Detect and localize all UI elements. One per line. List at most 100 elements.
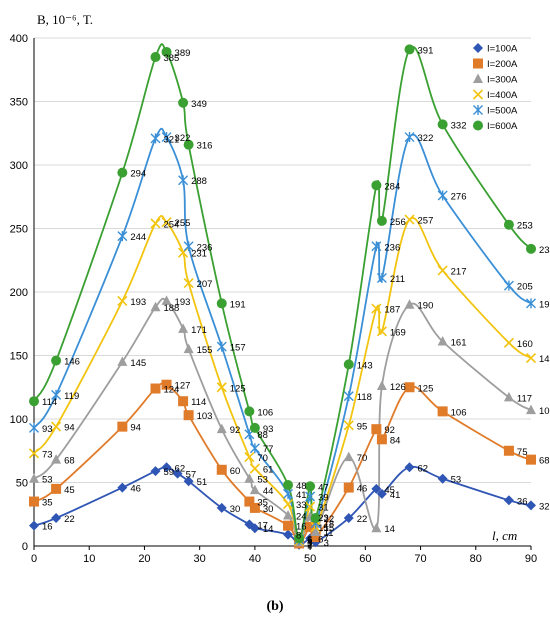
x-tick-label: 0 <box>31 553 37 565</box>
point-i-500a <box>437 190 448 201</box>
data-label-i-600a: 316 <box>197 141 213 152</box>
legend-entry-i-300a: I=300A <box>487 75 518 86</box>
data-label-i-600a: 191 <box>230 299 246 310</box>
data-label-i-500a: 157 <box>230 343 246 354</box>
data-label-i-500a: 288 <box>191 176 207 187</box>
point-i-200a <box>305 521 316 532</box>
point-i-500a <box>117 231 128 242</box>
point-i-600a <box>376 215 387 226</box>
legend-marker-i-600a <box>473 120 483 131</box>
data-label-i-100a: 6 <box>318 534 323 545</box>
data-label-i-200a: 15 <box>318 523 329 534</box>
point-i-600a <box>244 406 255 417</box>
point-i-600a <box>183 139 194 150</box>
axes: 0 50 100 150 200 250 300 350 400 0 10 20 30 40 50 60 70 8… <box>10 33 537 565</box>
data-label-i-600a: 385 <box>163 53 179 64</box>
data-label-i-600a: 47 <box>318 482 329 493</box>
point-i-600a <box>283 480 294 491</box>
data-label-i-300a: 11 <box>324 528 334 539</box>
data-label-i-200a: 68 <box>539 456 550 467</box>
data-label-i-100a: 22 <box>357 514 368 525</box>
data-label-i-600a: 6 <box>307 534 312 545</box>
data-label-i-600a: 146 <box>64 357 80 368</box>
point-i-600a <box>404 44 415 55</box>
point-i-500a <box>51 389 62 400</box>
point-i-500a <box>343 391 354 402</box>
point-i-300a <box>437 336 448 346</box>
point-i-200a <box>249 502 260 513</box>
point-i-200a <box>150 383 161 394</box>
data-label-i-200a: 103 <box>197 411 213 422</box>
point-i-400a <box>525 352 537 364</box>
data-label-i-400a: 160 <box>517 339 533 350</box>
x-tick-label: 70 <box>414 553 426 565</box>
data-label-i-500a: 322 <box>175 133 191 144</box>
y-tick-label: 350 <box>10 97 28 109</box>
point-i-600a <box>503 219 514 230</box>
data-label-i-300a: 155 <box>197 345 213 356</box>
point-i-300a <box>183 343 194 354</box>
x-tick-label: 10 <box>83 553 95 565</box>
data-label-i-500a: 88 <box>257 430 268 441</box>
data-label-i-100a: 57 <box>186 470 197 481</box>
point-i-600a <box>343 359 354 370</box>
data-label-i-500a: 322 <box>418 133 434 144</box>
data-label-i-200a: 30 <box>263 504 274 515</box>
point-i-500a <box>404 132 415 143</box>
data-label-i-400a: 94 <box>64 423 75 434</box>
data-label-i-200a: 35 <box>42 498 53 509</box>
data-label-i-500a: 5 <box>307 536 312 547</box>
legend-marker-i-100a <box>473 43 483 53</box>
point-i-300a <box>117 356 128 366</box>
data-label-i-400a: 187 <box>384 305 400 316</box>
point-i-300a <box>371 522 382 533</box>
data-label-i-300a: 161 <box>451 338 467 349</box>
data-label-i-500a: 18 <box>324 519 335 530</box>
point-i-600a <box>178 97 189 108</box>
data-label-i-100a: 62 <box>418 463 429 474</box>
point-i-600a <box>216 298 227 309</box>
point-i-400a <box>117 295 128 306</box>
data-label-i-200a: 75 <box>517 447 528 458</box>
legend-entry-i-600a: I=600A <box>487 121 518 132</box>
data-label-i-100a: 30 <box>230 504 241 515</box>
point-i-200a <box>283 520 294 531</box>
point-i-600a <box>161 46 172 57</box>
point-i-100a <box>283 529 294 540</box>
curve-i-600a <box>33 43 532 540</box>
data-label-i-400a: 95 <box>357 421 368 432</box>
point-i-100a <box>437 473 448 484</box>
point-i-400a <box>216 382 227 393</box>
data-label-i-200a: 124 <box>163 385 179 396</box>
data-label-i-400a: 148 <box>539 354 550 365</box>
point-i-300a <box>244 473 255 483</box>
data-label-i-600a: 93 <box>263 424 274 435</box>
legend: I=100A I=200A I=300A I=400A I=500A I=600A <box>472 43 518 132</box>
point-i-100a <box>376 488 387 499</box>
point-i-600a <box>437 119 448 130</box>
data-label-i-300a: 188 <box>163 303 179 314</box>
point-i-300a <box>343 451 354 462</box>
legend-entry-i-400a: I=400A <box>487 90 518 101</box>
data-label-i-300a: 14 <box>384 524 395 535</box>
point-i-100a <box>404 462 415 473</box>
point-i-500a <box>283 488 294 499</box>
point-i-300a <box>161 295 172 305</box>
data-label-i-600a: 391 <box>418 45 434 56</box>
point-i-100a <box>371 483 382 494</box>
point-i-100a <box>503 495 514 506</box>
point-i-400a <box>305 501 316 512</box>
data-label-i-100a: 8 <box>296 531 301 542</box>
point-i-300a <box>178 323 189 333</box>
legend-marker-i-400a <box>472 89 484 100</box>
point-i-200a <box>29 496 39 507</box>
point-i-600a <box>150 52 161 63</box>
data-label-i-500a: 93 <box>42 424 53 435</box>
data-label-i-300a: 190 <box>418 301 434 312</box>
figure-caption: (b) <box>266 599 283 614</box>
data-label-i-400a: 33 <box>296 500 307 511</box>
data-label-i-400a: 207 <box>197 279 213 290</box>
data-label-i-200a: 16 <box>296 522 307 533</box>
point-i-200a <box>178 396 189 407</box>
data-label-i-500a: 41 <box>296 490 307 501</box>
